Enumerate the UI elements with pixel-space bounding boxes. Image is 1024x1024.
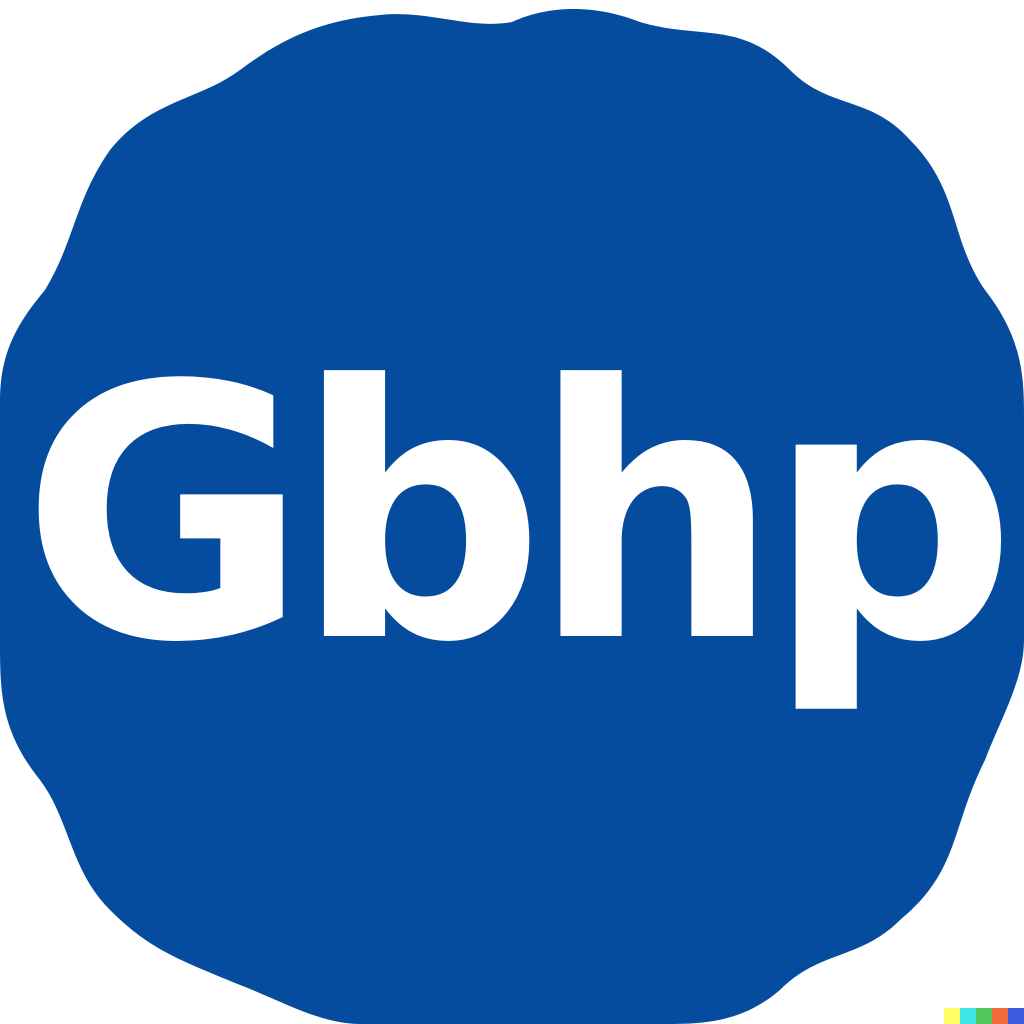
corner-color-swatches [944,1008,1024,1024]
swatch-orange [992,1008,1008,1024]
swatch-green [976,1008,992,1024]
swatch-cyan [960,1008,976,1024]
logo-wordmark: Gbhp [21,311,1017,719]
swatch-blue [1008,1008,1024,1024]
swatch-yellow [944,1008,960,1024]
badge-shape [0,8,1024,1024]
